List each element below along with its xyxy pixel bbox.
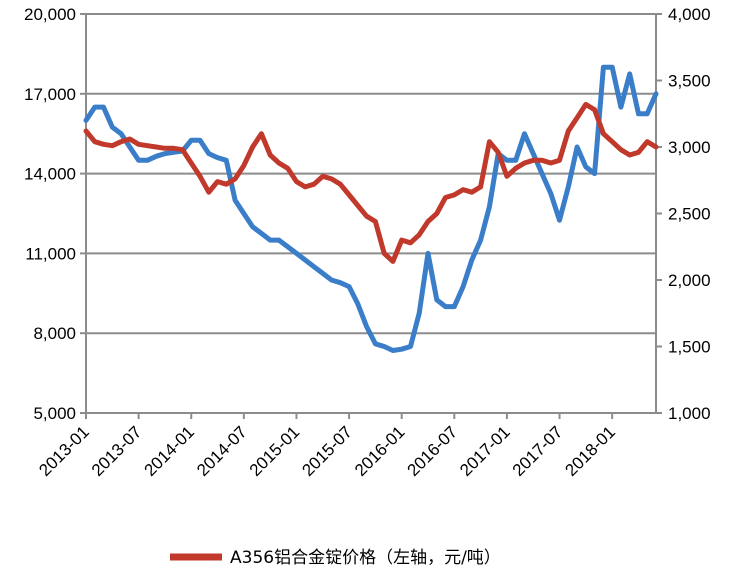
right-tick-label-6: 4,000 xyxy=(668,5,711,24)
x-tick-label-4: 2015-01 xyxy=(246,422,304,480)
series-line-right-axis xyxy=(83,64,659,353)
x-tick-label-6: 2016-01 xyxy=(351,422,409,480)
x-tick-label-7: 2016-07 xyxy=(404,422,462,480)
x-tick-label-0: 2013-01 xyxy=(35,422,93,480)
series-lines xyxy=(83,64,659,353)
x-tick-label-9: 2017-07 xyxy=(509,422,567,480)
right-tick-label-4: 3,000 xyxy=(668,138,711,157)
left-tick-label-4: 17,000 xyxy=(24,85,76,104)
x-tick-label-8: 2017-01 xyxy=(456,422,514,480)
x-tick-label-2: 2014-01 xyxy=(141,422,199,480)
x-tick-label-5: 2015-07 xyxy=(298,422,356,480)
left-tick-label-0: 5,000 xyxy=(33,404,76,423)
legend: A356铝合金锭价格（左轴，元/吨） xyxy=(170,548,501,568)
left-tick-label-5: 20,000 xyxy=(24,5,76,24)
left-tick-label-2: 11,000 xyxy=(25,244,76,263)
x-tick-label-1: 2013-07 xyxy=(88,422,146,480)
left-tick-label-3: 14,000 xyxy=(24,165,76,184)
x-tick-label-3: 2014-07 xyxy=(193,422,251,480)
x-tick-label-10: 2018-01 xyxy=(561,422,619,480)
axes xyxy=(80,13,662,419)
right-tick-label-1: 1,500 xyxy=(668,338,711,357)
right-tick-label-3: 2,500 xyxy=(668,205,711,224)
left-tick-label-1: 8,000 xyxy=(33,324,76,343)
right-tick-label-2: 2,000 xyxy=(668,271,711,290)
right-tick-label-5: 3,500 xyxy=(668,72,711,91)
right-tick-label-0: 1,000 xyxy=(668,404,711,423)
series-line-a356-price xyxy=(83,101,659,264)
tick-labels: 5,000 8,000 11,000 14,000 17,000 20,000 1,000 1… xyxy=(24,5,711,480)
legend-label-a356: A356铝合金锭价格（左轴，元/吨） xyxy=(230,548,501,568)
